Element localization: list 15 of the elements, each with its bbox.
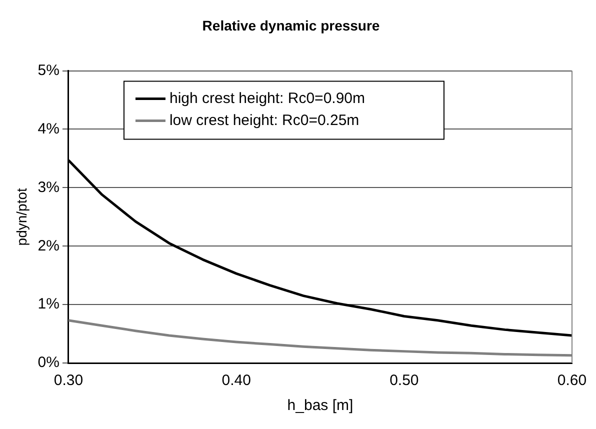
y-tick-label: 4% (38, 120, 60, 138)
y-tick-label: 2% (38, 237, 60, 254)
legend-label: high crest height: Rc0=0.90m (169, 90, 366, 107)
y-tick-label: 0% (38, 354, 60, 372)
x-tick-label: 0.40 (222, 372, 251, 390)
x-tick-label: 0.30 (54, 372, 84, 390)
x-axis-title: h_bas [m] (287, 397, 354, 414)
x-tick-label: 0.60 (557, 372, 587, 390)
x-tick-label: 0.50 (390, 372, 419, 390)
y-tick-label: 3% (38, 178, 60, 196)
y-axis-title: pdyn/ptot (13, 188, 30, 246)
y-tick-label: 5% (38, 62, 60, 79)
chart-title: Relative dynamic pressure (202, 17, 380, 34)
y-tick-label: 1% (38, 296, 60, 313)
legend-label: low crest height: Rc0=0.25m (169, 112, 360, 129)
